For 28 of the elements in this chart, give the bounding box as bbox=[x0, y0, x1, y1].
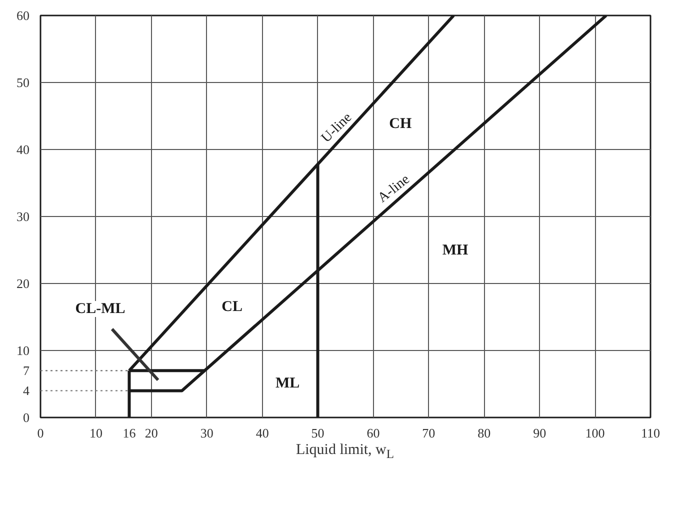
x-tick-label: 70 bbox=[422, 426, 436, 440]
x-tick-label: 40 bbox=[256, 426, 269, 440]
y-tick-label: 60 bbox=[16, 8, 30, 23]
y-tick-label: 10 bbox=[16, 343, 30, 358]
annotation: MH bbox=[442, 242, 469, 259]
x-tick-label: 110 bbox=[640, 426, 660, 440]
x-axis-title: Liquid limit, w$_{L}$ bbox=[296, 441, 394, 463]
x-tick-label: 100 bbox=[585, 426, 605, 440]
y-tick-label: 20 bbox=[16, 276, 30, 291]
x-tick-label: 60 bbox=[366, 426, 380, 440]
annotation: CL-ML bbox=[75, 300, 126, 317]
x-tick-label: 30 bbox=[200, 426, 214, 440]
annotation: CH bbox=[389, 116, 412, 132]
y-tick-label: 7 bbox=[23, 363, 30, 378]
y-tick-label: 50 bbox=[16, 75, 30, 90]
y-tick-label: 4 bbox=[23, 383, 30, 398]
annotation: CL bbox=[222, 298, 242, 315]
x-tick-label: 0 bbox=[37, 426, 44, 440]
x-tick-label: 10 bbox=[89, 426, 102, 440]
x-tick-label: 50 bbox=[311, 426, 324, 440]
x-tick-label: 20 bbox=[144, 426, 158, 440]
y-tick-label: 0 bbox=[23, 410, 30, 425]
x-tick-label: 80 bbox=[478, 426, 491, 440]
x-tick-label: 90 bbox=[533, 426, 546, 440]
y-tick-label: 40 bbox=[16, 142, 30, 157]
x-tick-label: 16 bbox=[122, 426, 136, 440]
y-tick-label: 30 bbox=[16, 209, 30, 224]
annotation: ML bbox=[275, 375, 300, 392]
